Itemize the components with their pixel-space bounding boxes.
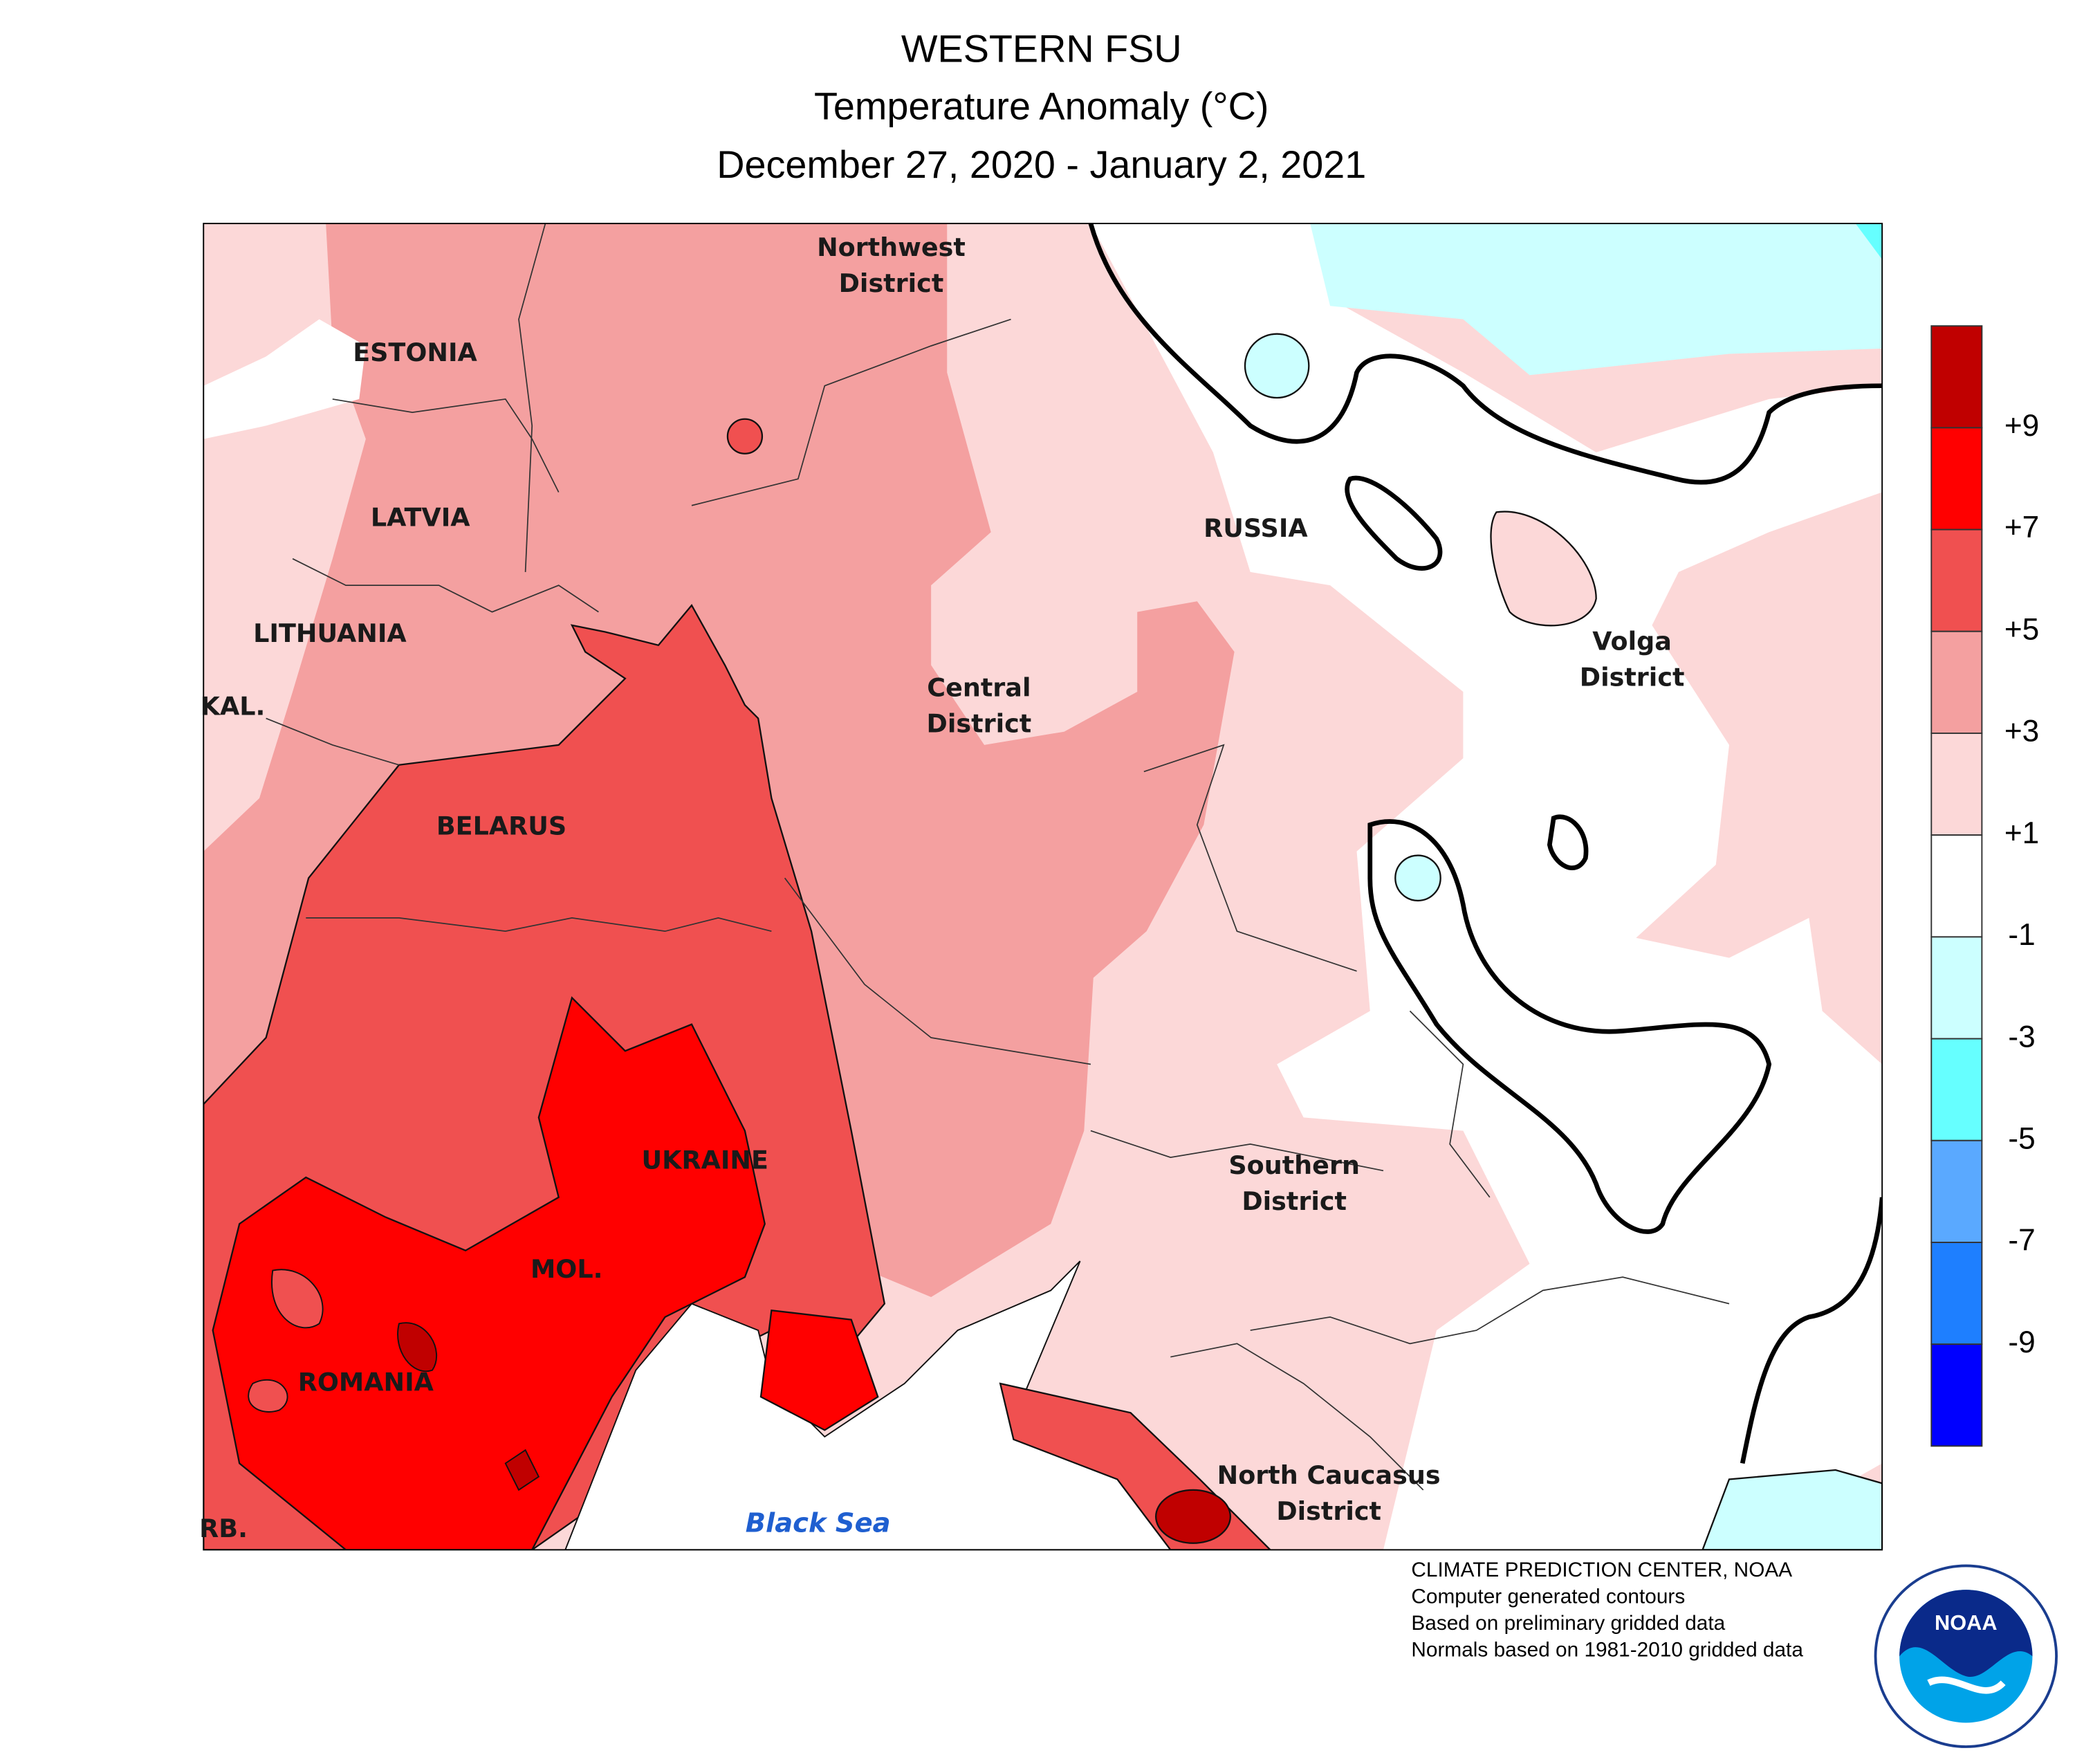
anomaly-1-3	[1490, 511, 1597, 627]
label-line: LATVIA	[371, 503, 470, 533]
label-line: RUSSIA	[1204, 513, 1308, 543]
noaa-logo: NOAA	[1874, 1564, 2058, 1748]
sea-label: Black Sea	[746, 1507, 891, 1538]
legend-label: +5	[2004, 612, 2039, 646]
anomaly-near-normal	[1090, 223, 1883, 1550]
anomaly-7-9	[212, 996, 766, 1550]
legend-label: +9	[2004, 409, 2039, 443]
region-label: BELARUS	[436, 811, 566, 841]
footer-line: Based on preliminary gridded data	[1411, 1612, 1725, 1635]
logo-gull	[1927, 1676, 2006, 1694]
legend-label: -5	[2008, 1121, 2035, 1155]
legend-label: +3	[2004, 715, 2039, 748]
label-line: District	[839, 268, 944, 298]
region-label: RUSSIA	[1204, 513, 1308, 543]
label-line: BELARUS	[436, 811, 566, 841]
label-line: Southern	[1228, 1150, 1360, 1180]
anomaly-near-normal	[203, 319, 366, 439]
legend-swatch	[1930, 630, 1983, 734]
region-label: North Caucasus District	[1217, 1460, 1441, 1526]
label-line: District	[1580, 662, 1685, 692]
crimea-anomaly-7-9	[759, 1309, 879, 1431]
label-line: ESTONIA	[353, 338, 477, 367]
region-label: LATVIA	[371, 503, 470, 533]
legend-label: -3	[2008, 1020, 2035, 1054]
label-line: RB.	[199, 1514, 248, 1543]
legend-swatch	[1930, 325, 1983, 429]
contour-zero	[1367, 819, 1772, 1234]
legend-label: +7	[2004, 511, 2039, 544]
date-range: December 27, 2020 - January 2, 2021	[717, 143, 1366, 186]
region-label: LITHUANIA	[253, 618, 407, 648]
footer: CLIMATE PREDICTION CENTER, NOAA Computer…	[1411, 1559, 1803, 1661]
region-label: Northwest District	[817, 232, 966, 298]
region-label: Volga District	[1580, 626, 1685, 692]
region-label: RB.	[199, 1514, 248, 1543]
footer-line: Normals based on 1981-2010 gridded data	[1411, 1638, 1803, 1661]
subtitle: Temperature Anomaly (°C)	[814, 84, 1269, 127]
legend-swatch	[1930, 1343, 1983, 1447]
region-label: ROMANIA	[298, 1368, 434, 1397]
legend-swatch	[1930, 529, 1983, 632]
logo-top	[1899, 1590, 2033, 1678]
label-line: North Caucasus	[1217, 1460, 1441, 1490]
label-line: District	[1276, 1496, 1381, 1526]
label-line: ROMANIA	[298, 1368, 434, 1397]
label-line: UKRAINE	[642, 1145, 768, 1175]
contour-zero	[1088, 223, 1883, 485]
map-labels: ESTONIA LATVIA LITHUANIA KAL. BELARUS UKRAINE…	[199, 232, 1684, 1543]
legend-swatch	[1930, 427, 1983, 531]
anomaly-minus-1-3	[1310, 223, 1883, 376]
legend-swatch	[1930, 1242, 1983, 1345]
label-line: KAL.	[201, 692, 266, 722]
map-area	[203, 223, 1883, 1550]
anomaly-above-9	[397, 1322, 540, 1491]
logo-text: NOAA	[1935, 1610, 1998, 1635]
anomaly-above-9	[1155, 1489, 1231, 1544]
footer-line: Computer generated contours	[1411, 1585, 1685, 1608]
anomaly-minus-1-3	[1244, 333, 1310, 399]
contour-zero	[1345, 475, 1589, 870]
label-line: District	[927, 709, 1032, 739]
label-line: MOL.	[531, 1254, 603, 1284]
region-label: KAL.	[201, 692, 266, 722]
footer-line: CLIMATE PREDICTION CENTER, NOAA	[1411, 1559, 1792, 1581]
legend-swatch	[1930, 733, 1983, 836]
legend-swatch	[1930, 834, 1983, 938]
map-frame	[203, 223, 1883, 1551]
legend: +9 +7 +5 +3 +1 -1 -3 -5 -7 -9	[1930, 325, 2039, 1447]
legend-label: -7	[2008, 1224, 2035, 1258]
legend-label: -1	[2008, 918, 2035, 952]
label-line: District	[1242, 1186, 1347, 1216]
label-line: Volga	[1592, 626, 1672, 656]
legend-swatch	[1930, 1038, 1983, 1141]
anomaly-5-7	[248, 1269, 324, 1413]
legend-swatch	[1930, 1139, 1983, 1243]
legend-label: +1	[2004, 816, 2039, 850]
legend-swatch	[1930, 936, 1983, 1040]
label-line: Central	[927, 673, 1031, 703]
region-label: Central District	[927, 673, 1032, 739]
contour-zero	[1740, 1197, 1883, 1464]
region-label: MOL.	[531, 1254, 603, 1284]
region-label: UKRAINE	[642, 1145, 768, 1175]
borders	[266, 223, 1730, 1491]
label-line: LITHUANIA	[253, 618, 407, 648]
label-line: Black Sea	[746, 1507, 891, 1538]
legend-label: -9	[2008, 1325, 2035, 1359]
anomaly-minus-1-3	[1394, 854, 1441, 902]
region-label: Southern District	[1228, 1150, 1360, 1216]
title: WESTERN FSU	[901, 28, 1182, 71]
anomaly-5-7	[726, 418, 764, 454]
region-label: ESTONIA	[353, 338, 477, 367]
anomaly-minus-1-3	[1702, 1469, 1883, 1550]
label-line: Northwest	[817, 232, 966, 262]
